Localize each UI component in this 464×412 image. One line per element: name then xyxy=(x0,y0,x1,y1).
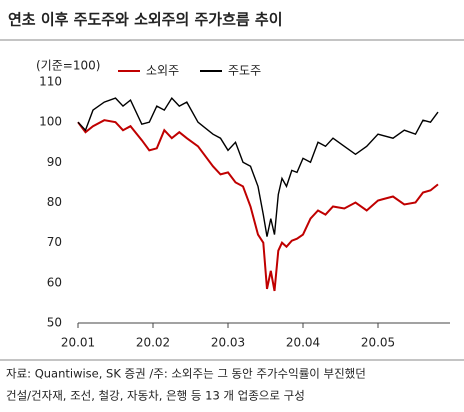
legend-label: 주도주 xyxy=(228,64,261,78)
y-tick-label: 100 xyxy=(39,115,62,129)
note: 자료: Quantiwise, SK 증권 /주: 소외주는 그 동안 주가수익… xyxy=(6,367,366,381)
x-tick-label: 20.03 xyxy=(211,336,245,350)
x-tick-label: 20.04 xyxy=(286,336,320,350)
series-line xyxy=(77,119,439,292)
chart-title: 연초 이후 주도주와 소외주의 주가흐름 추이 xyxy=(8,11,283,29)
y-tick-label: 70 xyxy=(47,235,62,249)
series-line xyxy=(77,96,439,237)
y-tick-label: 50 xyxy=(47,316,62,330)
y-axis-label: (기준=100) xyxy=(36,59,100,73)
y-tick-label: 90 xyxy=(47,155,62,169)
x-tick-label: 20.01 xyxy=(61,336,95,350)
y-tick-label: 60 xyxy=(47,275,62,289)
x-tick-label: 20.02 xyxy=(136,336,170,350)
y-tick-label: 110 xyxy=(39,75,62,89)
note: 건설/건자재, 조선, 철강, 자동차, 은행 등 13 개 업종으로 구성 xyxy=(6,389,305,403)
y-tick-label: 80 xyxy=(47,195,62,209)
legend-label: 소외주 xyxy=(146,64,179,78)
x-tick-label: 20.05 xyxy=(361,336,395,350)
